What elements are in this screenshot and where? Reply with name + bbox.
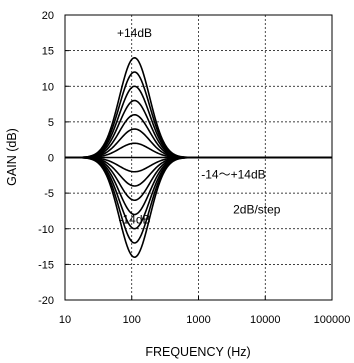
curve-group (65, 56, 332, 259)
y-tick-label: 10 (42, 81, 54, 93)
annotation-label: -14dB (118, 212, 150, 226)
y-axis-title: GAIN (dB) (5, 128, 19, 186)
y-tick-label: -10 (38, 224, 54, 236)
y-tick-label: 5 (48, 117, 54, 129)
x-tick-label: 10000 (250, 314, 281, 326)
annotation-label: -14～+14dB (201, 168, 265, 182)
annotations: +14dB -14dB -14～+14dB 2dB/step (117, 26, 281, 227)
gain-curve (65, 156, 332, 216)
y-tick-label: -5 (44, 188, 54, 200)
annotation-label: +14dB (117, 26, 152, 40)
y-tick-label: -20 (38, 295, 54, 307)
x-tick-label: 1000 (186, 314, 210, 326)
y-tick-label: -15 (38, 259, 54, 271)
x-tick-label: 10 (59, 314, 71, 326)
y-tick-label: 0 (48, 153, 54, 165)
annotation-label: 2dB/step (233, 203, 281, 217)
axis-ticks: 10 100 1000 10000 100000 20 15 10 5 0 -5 -10 -15 -20 (38, 10, 350, 326)
x-axis-title: FREQUENCY (Hz) (145, 345, 250, 359)
y-tick-label: 20 (42, 10, 54, 22)
y-tick-label: 15 (42, 46, 54, 58)
x-tick-label: 100 (123, 314, 141, 326)
gain-curve (65, 156, 332, 259)
x-tick-label: 100000 (314, 314, 351, 326)
